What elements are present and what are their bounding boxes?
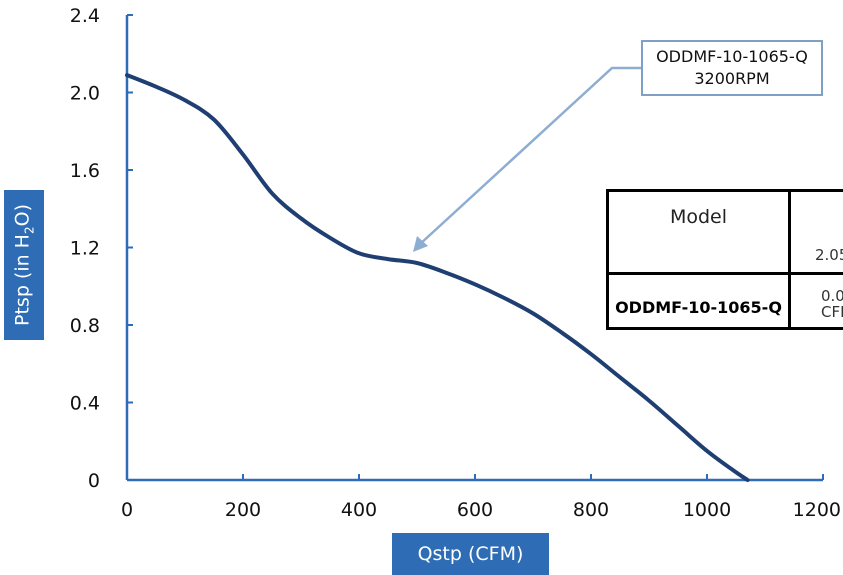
table-column-divider bbox=[788, 192, 791, 327]
table-row-divider bbox=[609, 272, 843, 275]
x-tick-label: 400 bbox=[341, 499, 377, 521]
x-tick-label: 0 bbox=[121, 499, 133, 521]
annotation-arrow-line bbox=[418, 66, 641, 246]
curve-annotation: ODDMF-10-1065-Q 3200RPM bbox=[641, 40, 823, 96]
x-tick-label: 1000 bbox=[683, 499, 731, 521]
y-tick-label: 1.6 bbox=[70, 160, 100, 182]
curve-layer bbox=[125, 73, 750, 482]
annotation-arrow-head bbox=[413, 236, 428, 252]
table-header-value: 2.05 bbox=[815, 246, 843, 264]
y-tick-label: 0.4 bbox=[70, 393, 100, 415]
y-tick-label: 1.2 bbox=[70, 238, 100, 260]
tick-labels: 0 0.4 0.8 1.2 1.6 2.0 2.4 0 200 400 600 800 1000 1200 bbox=[70, 5, 841, 521]
x-tick-label: 600 bbox=[457, 499, 493, 521]
series-line bbox=[125, 73, 750, 482]
y-tick-label: 0 bbox=[88, 470, 100, 492]
y-tick-label: 0.8 bbox=[70, 315, 100, 337]
x-tick-label: 800 bbox=[573, 499, 609, 521]
tick-marks bbox=[126, 14, 824, 481]
x-axis-label: Qstp (CFM) bbox=[392, 533, 549, 575]
y-tick-label: 2.0 bbox=[70, 83, 100, 105]
table-header-model: Model bbox=[669, 206, 728, 228]
x-tick-label: 200 bbox=[225, 499, 261, 521]
table-row-value: 0.0 CFI bbox=[821, 287, 843, 321]
y-axis-label-box bbox=[4, 190, 44, 340]
table-row-model: ODDMF-10-1065-Q bbox=[615, 298, 782, 317]
y-tick-label: 2.4 bbox=[70, 5, 100, 27]
annotation-model: ODDMF-10-1065-Q bbox=[656, 47, 808, 66]
y-axis-label: Ptsp (in H2O) bbox=[11, 204, 37, 326]
x-tick-label: 1200 bbox=[793, 499, 841, 521]
annotation-rpm: 3200RPM bbox=[694, 69, 770, 88]
annotation-arrow-layer bbox=[413, 66, 641, 252]
